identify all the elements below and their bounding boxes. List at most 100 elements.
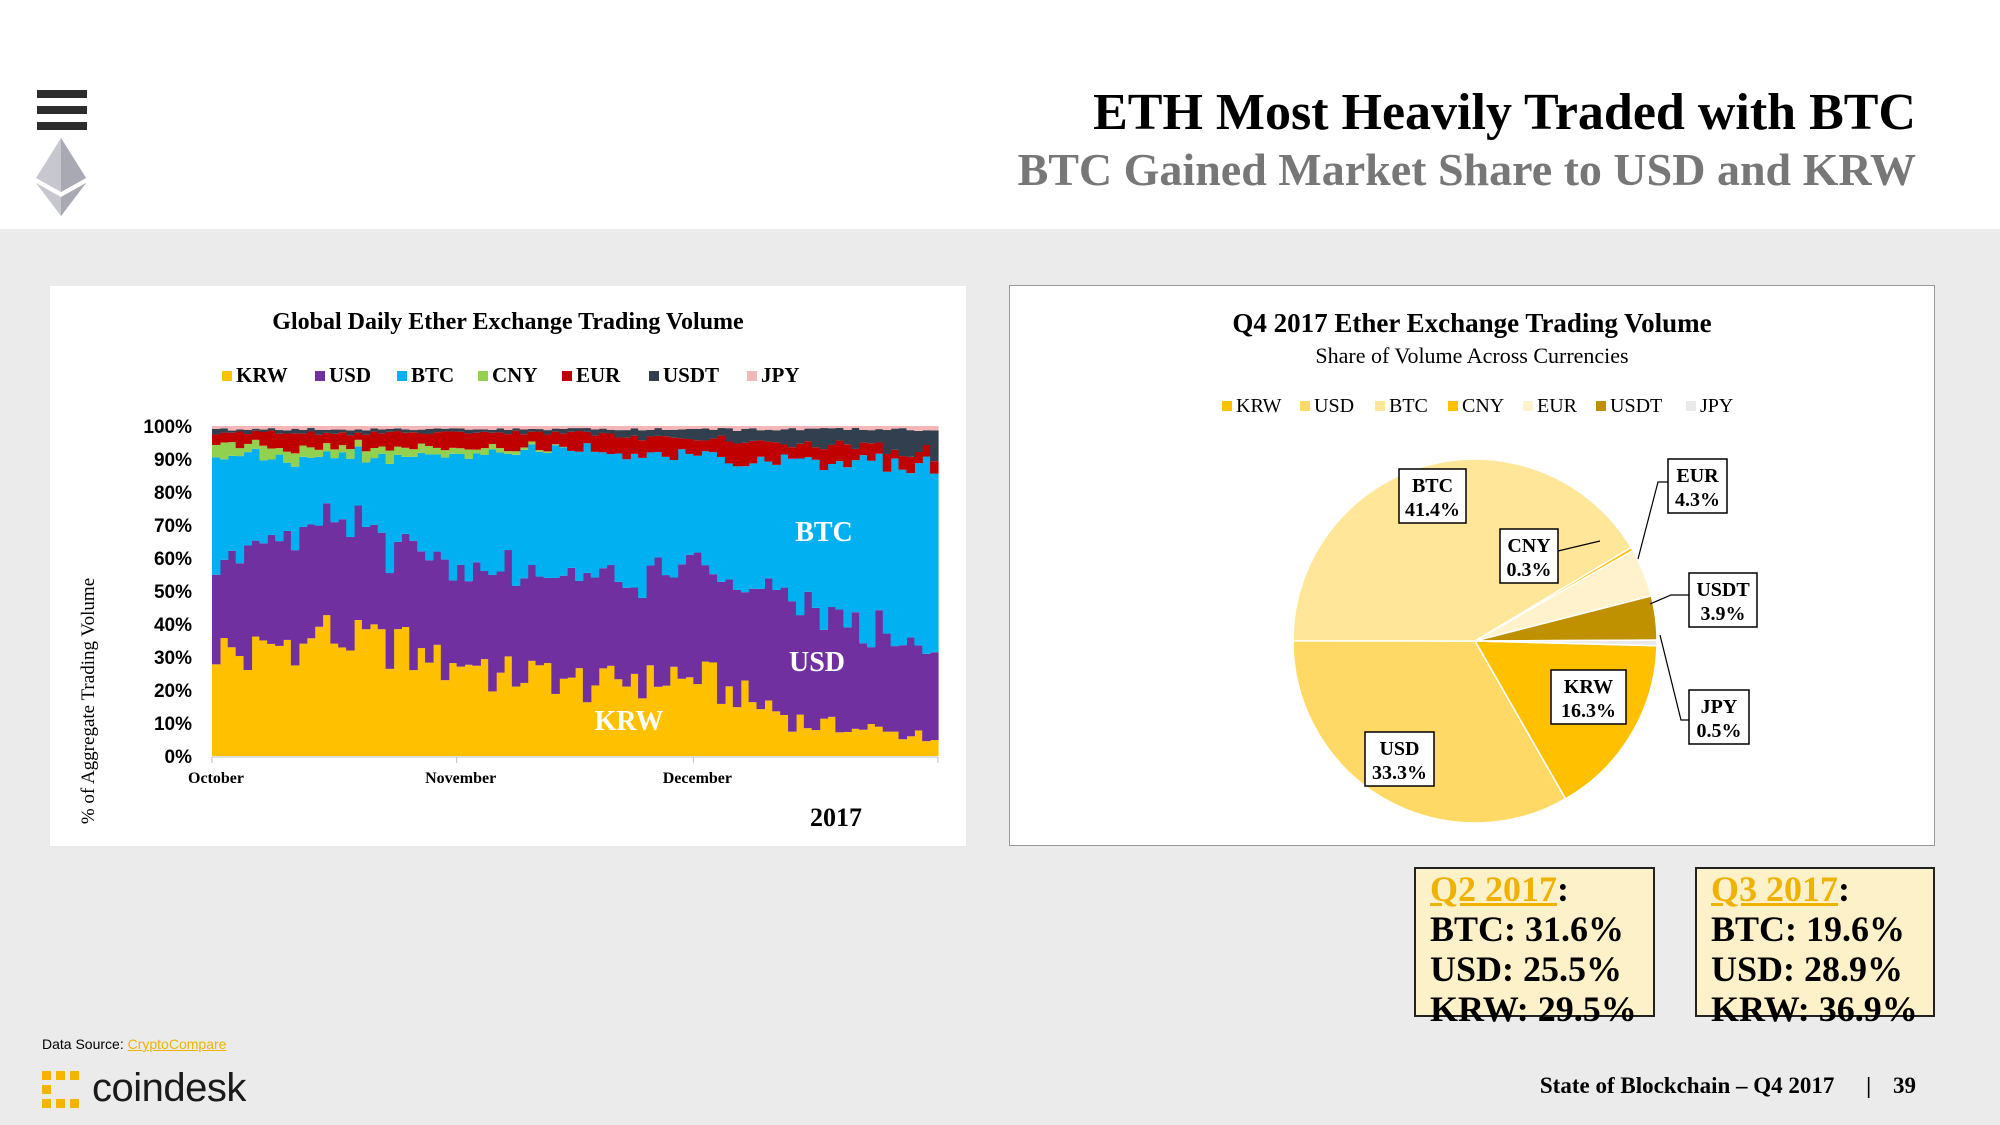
- legend-label-usd: USD: [329, 363, 371, 387]
- area-bar-jpy: [685, 426, 694, 429]
- area-bar-eur: [740, 442, 750, 467]
- area-bar-jpy: [709, 426, 718, 430]
- area-bar-krw: [803, 728, 813, 756]
- pie-label-box-usdt: [1688, 572, 1758, 628]
- area-bar-usdt: [496, 428, 505, 433]
- area-bar-usdt: [890, 428, 900, 450]
- area-bar-btc: [677, 449, 687, 565]
- area-bar-usdt: [819, 428, 829, 450]
- area-bar-usdt: [219, 428, 229, 433]
- data-source-link[interactable]: CryptoCompare: [127, 1036, 227, 1052]
- area-bar-eur: [496, 432, 505, 449]
- area-bar-usd: [227, 550, 237, 648]
- area-bar-jpy: [866, 426, 876, 431]
- area-bar-krw: [472, 665, 481, 756]
- area-bar-eur: [669, 437, 679, 460]
- pie-slice-btc: [1292, 458, 1633, 642]
- area-bar-krw: [866, 724, 876, 756]
- area-bar-usd: [322, 503, 331, 616]
- area-bar-usd: [283, 530, 292, 640]
- area-bar-usdt: [346, 430, 355, 436]
- area-bar-jpy: [338, 426, 347, 430]
- area-bar-eur: [354, 432, 363, 440]
- area-bar-jpy: [314, 426, 324, 430]
- area-bar-usd: [393, 541, 402, 630]
- y-tick-label: 70%: [154, 516, 192, 537]
- pie-slice-jpy: [1474, 639, 1658, 647]
- area-bar-usdt: [772, 430, 781, 443]
- area-bar-jpy: [464, 426, 474, 430]
- area-bar-usdt: [488, 429, 497, 433]
- area-bar-usdt: [559, 428, 568, 434]
- area-bar-cny: [322, 443, 331, 452]
- area-bar-usdt: [251, 428, 260, 431]
- area-bar-cny: [551, 444, 560, 446]
- coindesk-logo[interactable]: coindesk: [40, 1066, 246, 1111]
- menu-icon[interactable]: [37, 90, 87, 130]
- area-bar-krw: [732, 707, 742, 756]
- area-bar-cny: [393, 446, 402, 455]
- area-series-usdt: [212, 427, 939, 462]
- area-bar-krw: [930, 740, 939, 756]
- area-bar-jpy: [432, 426, 442, 429]
- area-bar-krw: [551, 693, 560, 756]
- area-bar-usd: [432, 551, 442, 645]
- area-bar-eur: [259, 431, 268, 446]
- area-bar-krw: [298, 643, 308, 756]
- area-bar-usdt: [661, 429, 671, 437]
- area-bar-usd: [764, 578, 773, 701]
- area-bar-usd: [354, 505, 363, 621]
- area-bar-jpy: [724, 426, 734, 429]
- area-bar-btc: [922, 456, 931, 654]
- area-bar-eur: [630, 435, 639, 454]
- q3-link[interactable]: Q3 2017: [1711, 869, 1839, 909]
- q2-link[interactable]: Q2 2017: [1430, 869, 1558, 909]
- area-bar-btc: [251, 448, 260, 541]
- area-bar-usd: [693, 552, 702, 685]
- area-bar-jpy: [843, 426, 852, 430]
- area-bar-btc: [582, 443, 592, 573]
- area-bar-cny: [464, 449, 474, 459]
- area-bar-jpy: [212, 426, 221, 429]
- area-bar-usd: [212, 574, 221, 665]
- area-bar-krw: [346, 650, 355, 756]
- area-bar-cny: [243, 443, 253, 453]
- area-bar-krw: [906, 736, 915, 756]
- pie-legend-swatch-jpy: [1686, 401, 1696, 411]
- area-bar-krw: [283, 639, 292, 756]
- area-bar-usdt: [472, 429, 481, 433]
- area-bar-btc: [330, 458, 339, 523]
- area-bar-btc: [338, 452, 347, 520]
- area-bar-usdt: [275, 430, 284, 434]
- annotation-usd: USD: [789, 647, 845, 678]
- area-bar-jpy: [235, 426, 245, 430]
- area-bar-btc: [377, 453, 387, 533]
- pie-chart-legend: KRW USD BTC CNY EUR USDT JPY: [1222, 395, 1733, 417]
- area-bar-usdt: [551, 428, 560, 432]
- area-bar-cny: [369, 448, 379, 459]
- area-bar-cny: [283, 451, 292, 463]
- area-bar-krw: [582, 702, 592, 756]
- area-bar-eur: [772, 442, 781, 465]
- area-bar-eur: [677, 438, 687, 450]
- area-bar-usdt: [417, 429, 426, 434]
- area-bar-usdt: [764, 429, 773, 442]
- area-bar-usdt: [393, 428, 402, 432]
- area-bar-krw: [543, 663, 552, 756]
- area-bar-jpy: [756, 426, 765, 431]
- area-bar-btc: [661, 456, 671, 576]
- area-bar-jpy: [227, 426, 237, 431]
- pie-chart-title: Q4 2017 Ether Exchange Trading Volume: [1232, 308, 1711, 338]
- footer-separator: |: [1866, 1073, 1872, 1098]
- area-bar-krw: [559, 678, 568, 756]
- q3-summary-box: Q3 2017: BTC: 19.6% USD: 28.9% KRW: 36.9…: [1695, 867, 1935, 1029]
- area-bar-usdt: [653, 428, 663, 436]
- pie-legend-swatch-btc: [1375, 401, 1385, 411]
- annotation-btc: BTC: [795, 517, 853, 548]
- area-bar-krw: [425, 662, 434, 756]
- area-bar-usd: [890, 646, 900, 732]
- area-bar-eur: [425, 434, 434, 447]
- area-bar-jpy: [283, 426, 292, 431]
- area-bar-cny: [472, 449, 481, 454]
- area-bar-eur: [235, 431, 245, 449]
